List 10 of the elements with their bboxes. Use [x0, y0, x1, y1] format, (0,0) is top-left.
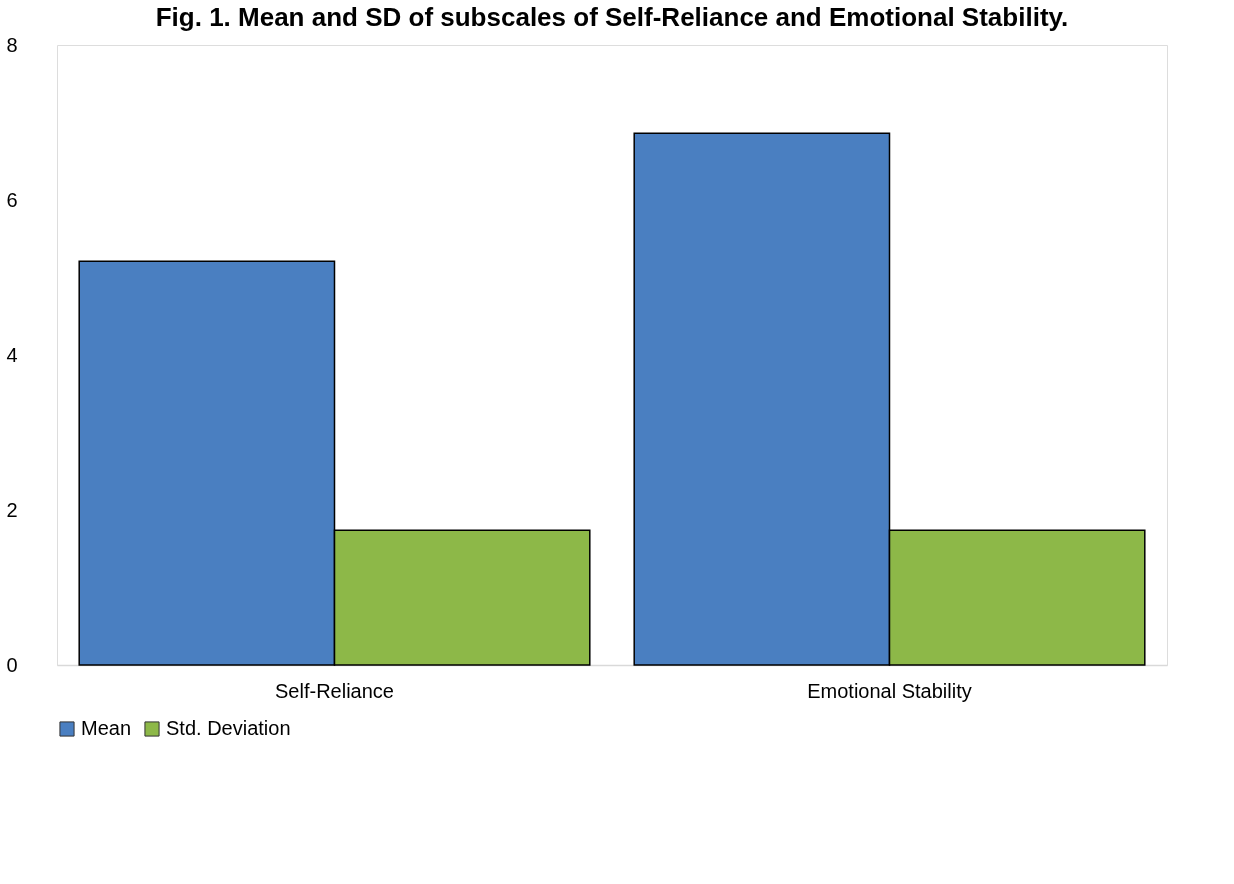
x-tick-label: Emotional Stability [807, 679, 972, 702]
y-tick-label: 0 [6, 653, 18, 676]
y-tick-label: 8 [6, 33, 18, 56]
legend-label: Std. Deviation [166, 717, 291, 739]
chart-title: Fig. 1. Mean and SD of subscales of Self-Reliance and Emotional Stability. [155, 2, 1069, 32]
legend-label: Mean [81, 717, 132, 739]
y-tick-label: 2 [6, 498, 18, 521]
x-tick-label: Self-Reliance [275, 679, 394, 702]
y-tick-label: 6 [6, 188, 18, 211]
y-tick-label: 4 [6, 343, 18, 366]
